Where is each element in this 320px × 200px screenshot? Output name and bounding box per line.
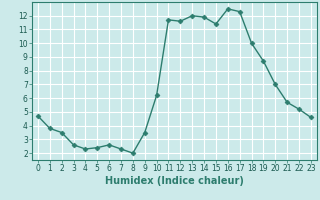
X-axis label: Humidex (Indice chaleur): Humidex (Indice chaleur)	[105, 176, 244, 186]
